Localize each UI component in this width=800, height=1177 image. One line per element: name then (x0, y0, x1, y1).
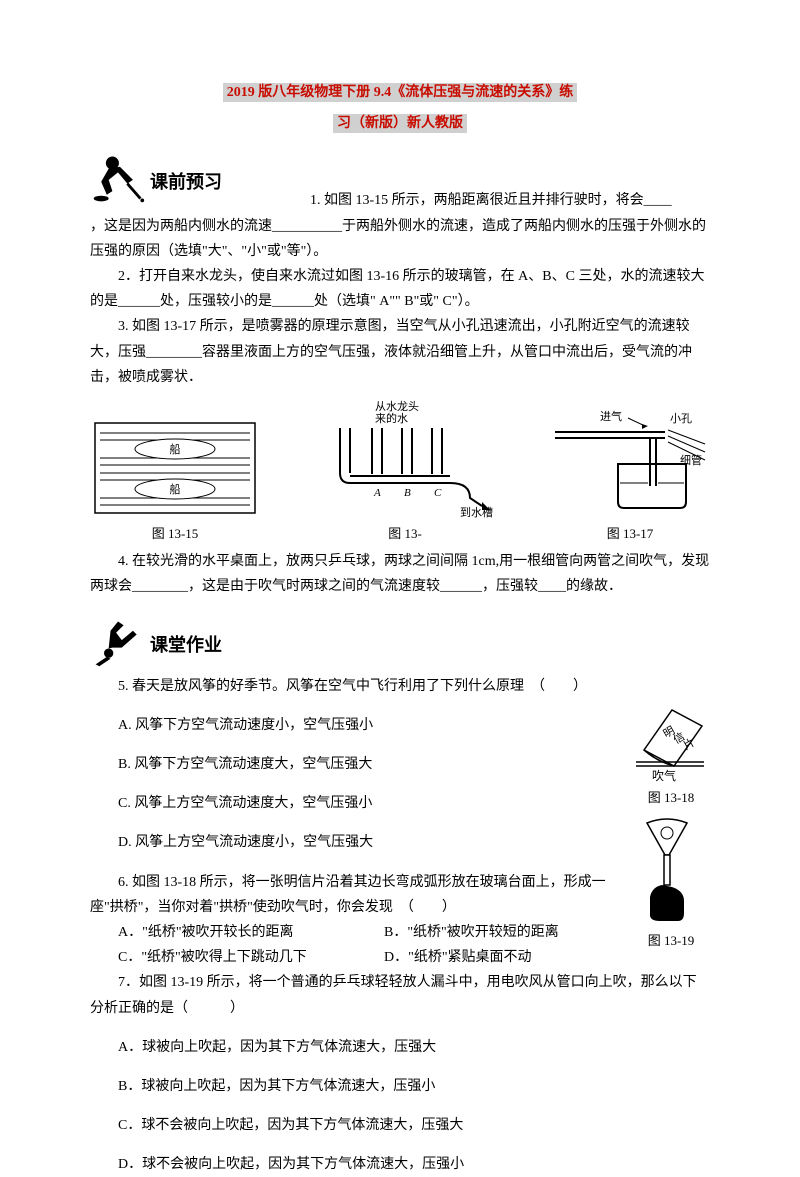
q6-c: C．"纸桥"被吹得上下跳动几下 (90, 945, 356, 970)
fig-18: 明 信 片 吹气 图 13-18 图 13-19 (632, 692, 710, 953)
svg-text:来的水: 来的水 (375, 411, 408, 425)
fig-17: 进气 小孔 细管 图 13-17 (550, 408, 710, 545)
title-span1: 2019 版八年级物理下册 9.4《流体压强与流速的关系》练 (223, 83, 578, 102)
q6-opts: A．"纸桥"被吹开较长的距离 B．"纸桥"被吹开较短的距离 C．"纸桥"被吹得上… (90, 920, 622, 970)
q7-a: A．球被向上吹起，因为其下方气体流速大，压强大 (90, 1035, 710, 1060)
title-span2: 习（新版）新人教版 (333, 114, 467, 133)
figures-row-1: 船 船 图 13-15 从水龙头 来的水 A B C (90, 398, 710, 545)
fig15-svg: 船 船 (90, 418, 260, 518)
q6: 6. 如图 13-18 所示，将一张明信片沿着其边长弯成弧形放在玻璃台面上，形成… (90, 870, 710, 920)
fig19-svg (632, 815, 702, 925)
svg-text:船: 船 (170, 442, 181, 456)
fig16-svg: 从水龙头 来的水 A B C 到水槽 (310, 398, 500, 518)
q7-d: D．球不会被向上吹起，因为其下方气体流速大，压强小 (90, 1152, 710, 1177)
q6-d: D．"纸桥"紧贴桌面不动 (356, 945, 622, 970)
svg-text:B: B (404, 487, 411, 499)
fig17-svg: 进气 小孔 细管 (550, 408, 710, 518)
q7-c: C．球不会被向上吹起，因为其下方气体流速大，压强大 (90, 1113, 710, 1138)
q1-body: ，这是因为两船内侧水的流速__________于两船外侧水的流速，造成了两船内侧… (90, 214, 710, 264)
title-line1: 2019 版八年级物理下册 9.4《流体压强与流速的关系》练 (90, 80, 710, 105)
svg-text:A: A (373, 487, 381, 499)
svg-text:C: C (434, 487, 442, 499)
fig18-svg: 明 信 片 吹气 (632, 692, 710, 782)
q3: 3. 如图 13-17 所示，是喷雾器的原理示意图，当空气从小孔迅速流出，小孔附… (90, 314, 710, 390)
q6-a: A．"纸桥"被吹开较长的距离 (90, 920, 356, 945)
fig19-cap: 图 13-19 (632, 929, 710, 952)
svg-text:吹气: 吹气 (652, 768, 676, 782)
q5: 5. 春天是放风筝的好季节。风筝在空气中飞行利用了下列什么原理 （ ） (90, 674, 710, 699)
gymnast-icon (90, 614, 146, 670)
fig17-cap: 图 13-17 (550, 522, 710, 545)
svg-text:小孔: 小孔 (670, 412, 692, 425)
q5-c: C. 风筝上方空气流动速度大，空气压强小 (90, 791, 710, 816)
fig16-cap: 图 13- (310, 522, 500, 545)
fig18-cap: 图 13-18 (632, 786, 710, 809)
q5-b: B. 风筝下方空气流动速度大，空气压强大 (90, 752, 710, 777)
q5-d: D. 风筝上方空气流动速度小，空气压强大 (90, 830, 710, 855)
svg-text:到水槽: 到水槽 (460, 506, 493, 518)
q6-b: B．"纸桥"被吹开较短的距离 (356, 920, 622, 945)
svg-text:船: 船 (170, 482, 181, 496)
q2: 2．打开自来水龙头，使自来水流过如图 13-16 所示的玻璃管，在 A、B、C … (90, 264, 710, 314)
fig-16: 从水龙头 来的水 A B C 到水槽 图 13- (310, 398, 500, 545)
section2-header: 课堂作业 (90, 614, 710, 670)
svg-text:进气: 进气 (600, 409, 622, 423)
q4: 4. 在较光滑的水平桌面上，放两只乒乓球，两球之间间隔 1cm,用一根细管向两管… (90, 549, 710, 599)
title-line2: 习（新版）新人教版 (90, 111, 710, 136)
fig-15: 船 船 图 13-15 (90, 418, 260, 545)
q5-a: A. 风筝下方空气流动速度小，空气压强小 (90, 713, 710, 738)
fig15-cap: 图 13-15 (90, 522, 260, 545)
svg-text:从水龙头: 从水龙头 (375, 400, 419, 413)
q7-b: B．球被向上吹起，因为其下方气体流速大，压强小 (90, 1074, 710, 1099)
section2-label: 课堂作业 (150, 629, 222, 661)
q1-lead: 1. 如图 13-15 所示，两船距离很近且并排行驶时，将会____ (90, 188, 710, 213)
q7: 7．如图 13-19 所示，将一个普通的乒乓球轻轻放人漏斗中，用电吹风从管口向上… (90, 970, 710, 1020)
